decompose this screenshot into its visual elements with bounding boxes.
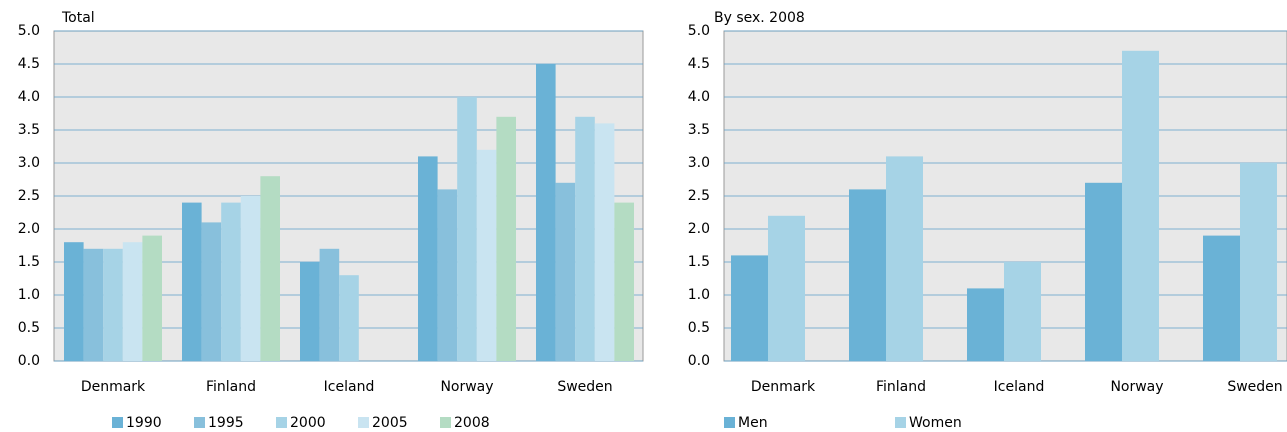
- x-tick-label: Finland: [876, 379, 926, 395]
- bar: [768, 215, 805, 361]
- y-tick-label: 0.5: [18, 320, 40, 336]
- x-tick-label: Norway: [1110, 379, 1163, 395]
- y-tick-label: 2.0: [688, 221, 710, 237]
- legend-label: 1995: [208, 415, 244, 431]
- x-tick-label: Sweden: [557, 379, 612, 395]
- y-tick-label: 2.5: [688, 188, 710, 204]
- chart-title: Total: [61, 10, 95, 26]
- y-tick-label: 5.0: [688, 23, 710, 39]
- bar: [142, 235, 162, 361]
- x-tick-label: Denmark: [751, 379, 816, 395]
- bar: [122, 242, 143, 361]
- legend-swatch: [358, 417, 369, 428]
- legend-label: Women: [909, 415, 962, 431]
- x-tick-label: Norway: [440, 379, 493, 395]
- x-tick-label: Sweden: [1227, 379, 1282, 395]
- bar: [731, 255, 768, 361]
- y-tick-label: 3.5: [688, 122, 710, 138]
- bar: [476, 149, 497, 361]
- bar: [201, 222, 222, 361]
- y-tick-label: 1.0: [18, 287, 40, 303]
- bar: [1085, 182, 1122, 361]
- y-tick-label: 4.5: [688, 56, 710, 72]
- bar: [614, 202, 634, 361]
- y-tick-label: 3.0: [18, 155, 40, 171]
- legend-swatch: [895, 417, 906, 428]
- y-tick-label: 0.0: [18, 353, 40, 369]
- y-tick-label: 0.5: [688, 320, 710, 336]
- bar: [418, 156, 438, 361]
- bar: [555, 182, 576, 361]
- chart-title: By sex. 2008: [714, 10, 805, 26]
- legend-label: Men: [738, 415, 768, 431]
- y-tick-label: 0.0: [688, 353, 710, 369]
- bar: [1122, 50, 1159, 362]
- bar: [1004, 262, 1041, 361]
- bar: [575, 116, 595, 361]
- bar: [496, 116, 516, 361]
- bar: [437, 189, 458, 361]
- legend-swatch: [440, 417, 451, 428]
- legend-swatch: [112, 417, 123, 428]
- bar: [457, 97, 477, 361]
- bar: [339, 275, 359, 361]
- x-tick-label: Finland: [206, 379, 256, 395]
- bar: [240, 196, 261, 361]
- bar: [1203, 235, 1240, 361]
- y-tick-label: 4.0: [688, 89, 710, 105]
- y-tick-label: 1.5: [18, 254, 40, 270]
- bar: [83, 248, 104, 361]
- bar: [849, 189, 886, 361]
- bar: [260, 176, 280, 361]
- bar: [886, 156, 923, 361]
- legend-label: 2005: [372, 415, 408, 431]
- x-tick-label: Iceland: [324, 379, 375, 395]
- bar: [221, 202, 241, 361]
- y-tick-label: 1.0: [688, 287, 710, 303]
- legend-label: 2008: [454, 415, 490, 431]
- y-tick-label: 2.5: [18, 188, 40, 204]
- bar: [536, 64, 556, 361]
- y-tick-label: 4.5: [18, 56, 40, 72]
- bar: [1240, 163, 1277, 361]
- y-tick-label: 1.5: [688, 254, 710, 270]
- y-tick-label: 3.0: [688, 155, 710, 171]
- bar: [319, 248, 340, 361]
- bar: [300, 262, 320, 361]
- legend-label: 1990: [126, 415, 162, 431]
- bar: [967, 288, 1004, 361]
- x-tick-label: Denmark: [81, 379, 146, 395]
- legend-swatch: [276, 417, 287, 428]
- bar: [594, 123, 615, 362]
- y-tick-label: 4.0: [18, 89, 40, 105]
- legend-swatch: [724, 417, 735, 428]
- legend-swatch: [194, 417, 205, 428]
- bar: [64, 242, 84, 361]
- bar: [182, 202, 202, 361]
- bar: [103, 248, 123, 361]
- legend-label: 2000: [290, 415, 326, 431]
- y-tick-label: 2.0: [18, 221, 40, 237]
- y-tick-label: 5.0: [18, 23, 40, 39]
- x-tick-label: Iceland: [994, 379, 1045, 395]
- y-tick-label: 3.5: [18, 122, 40, 138]
